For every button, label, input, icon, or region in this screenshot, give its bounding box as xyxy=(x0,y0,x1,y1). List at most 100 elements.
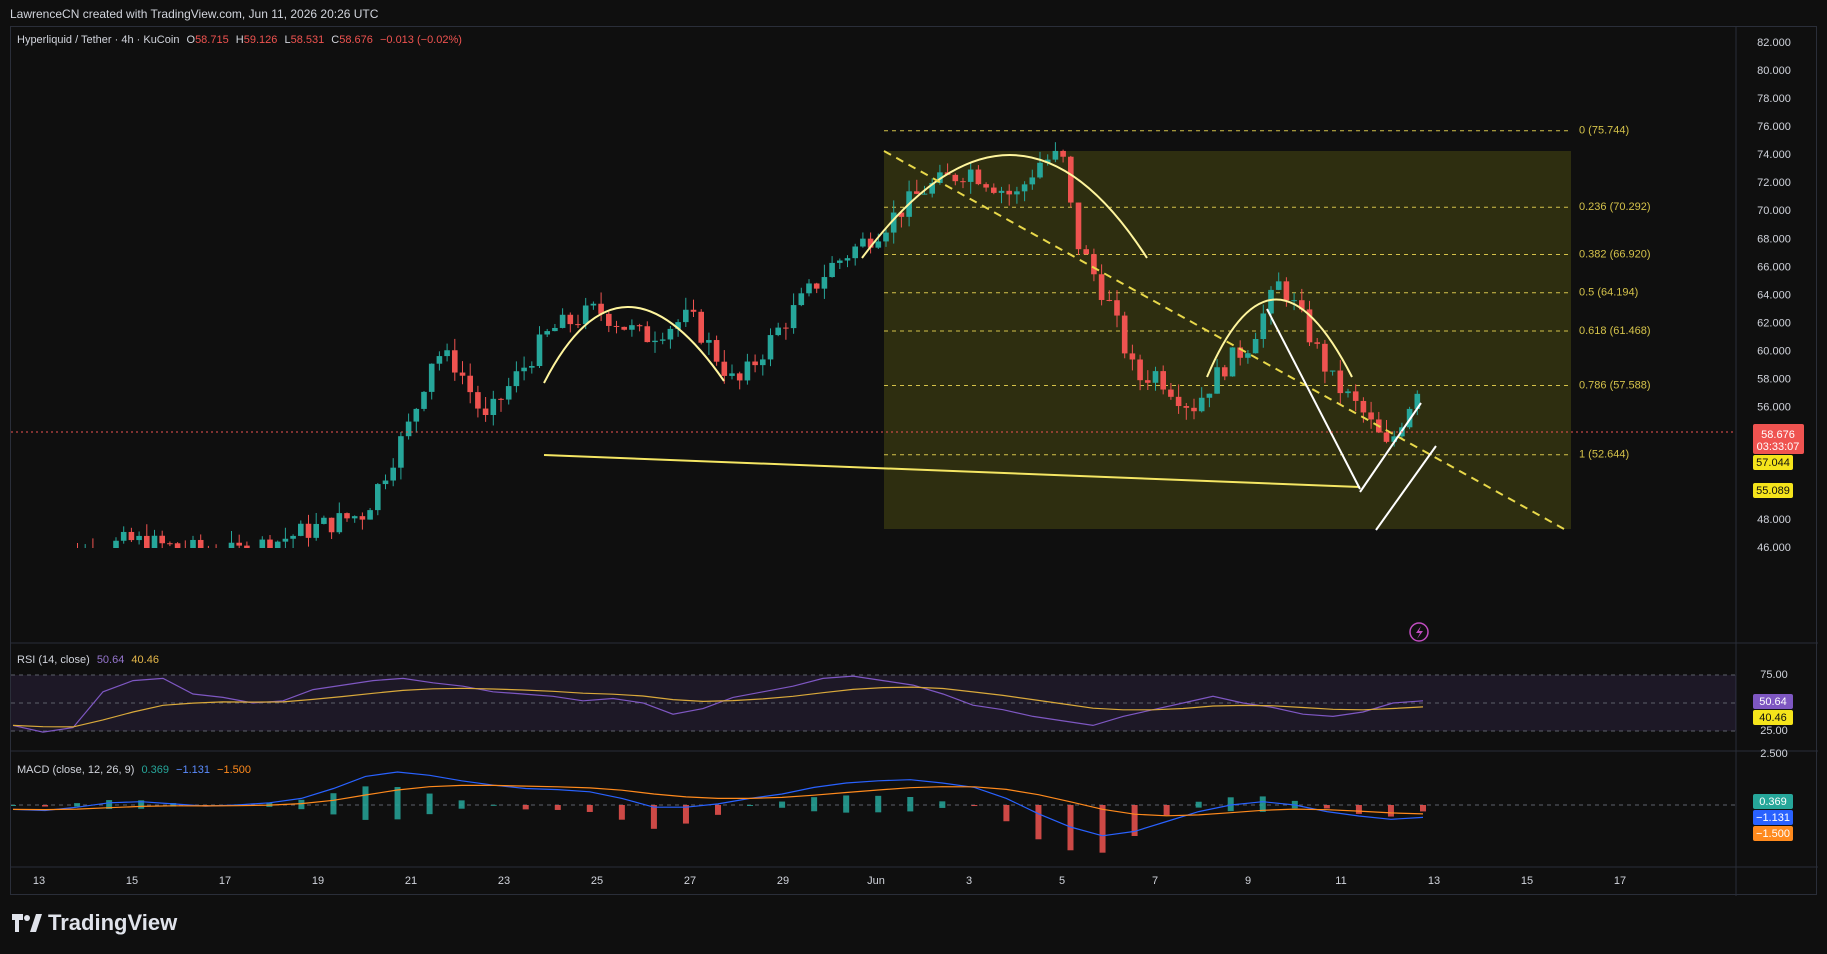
candle-body[interactable] xyxy=(852,246,858,259)
candle-body[interactable] xyxy=(513,371,520,387)
candle-body[interactable] xyxy=(683,309,689,323)
candle-body[interactable] xyxy=(1383,432,1390,442)
candle-body[interactable] xyxy=(921,193,928,195)
candle-body[interactable] xyxy=(760,359,766,366)
candle-body[interactable] xyxy=(197,539,204,548)
candle-body[interactable] xyxy=(1252,339,1259,354)
candle-body[interactable] xyxy=(767,335,774,360)
candle-body[interactable] xyxy=(1137,359,1143,381)
candle-body[interactable] xyxy=(1083,249,1089,255)
candle-body[interactable] xyxy=(1021,184,1028,192)
chart-canvas[interactable]: 82.000 80.000 78.000 76.000 74.000 72.000 70.0… xyxy=(10,27,1818,896)
candle-body[interactable] xyxy=(259,539,266,548)
candle-body[interactable] xyxy=(790,305,797,329)
candle-body[interactable] xyxy=(698,311,704,343)
candle-body[interactable] xyxy=(529,366,535,368)
candle-body[interactable] xyxy=(536,334,543,367)
candle-body[interactable] xyxy=(937,172,943,183)
candle-body[interactable] xyxy=(274,541,281,548)
candle-body[interactable] xyxy=(1191,407,1197,412)
candle-body[interactable] xyxy=(1260,313,1267,340)
candle-body[interactable] xyxy=(867,238,874,248)
candle-body[interactable] xyxy=(967,169,974,182)
candle-body[interactable] xyxy=(136,535,142,541)
candle-body[interactable] xyxy=(1098,274,1105,300)
symbol-legend[interactable]: Hyperliquid / Tether · 4h · KuCoin O58.7… xyxy=(17,34,462,46)
candle-body[interactable] xyxy=(321,517,327,524)
candle-body[interactable] xyxy=(375,484,381,511)
candle-body[interactable] xyxy=(998,190,1005,193)
candle-body[interactable] xyxy=(459,372,466,376)
candle-body[interactable] xyxy=(328,517,335,533)
candle-body[interactable] xyxy=(1114,300,1120,316)
candle-body[interactable] xyxy=(1237,347,1243,358)
price-tag-1[interactable]: 57.044 xyxy=(1753,455,1793,470)
candle-body[interactable] xyxy=(1129,353,1136,360)
candle-body[interactable] xyxy=(1014,191,1020,195)
tradingview-logo[interactable]: TradingView xyxy=(12,910,177,936)
candle-body[interactable] xyxy=(482,408,489,415)
candle-body[interactable] xyxy=(313,523,319,538)
candle-body[interactable] xyxy=(144,535,150,548)
candle-body[interactable] xyxy=(228,542,235,548)
candle-body[interactable] xyxy=(1368,412,1374,420)
rsi-ma-tag[interactable]: 40.46 xyxy=(1753,710,1793,725)
candle-body[interactable] xyxy=(975,169,982,185)
candle-body[interactable] xyxy=(621,326,627,330)
trend-dashed-line[interactable] xyxy=(883,150,1565,530)
candle-body[interactable] xyxy=(667,328,674,340)
candle-body[interactable] xyxy=(659,339,666,341)
candle-body[interactable] xyxy=(636,325,643,327)
candle-body[interactable] xyxy=(336,513,343,533)
chart-frame[interactable]: 82.000 80.000 78.000 76.000 74.000 72.000 70.0… xyxy=(10,26,1818,896)
candle-body[interactable] xyxy=(1283,281,1290,301)
candle-body[interactable] xyxy=(1314,342,1320,344)
candle-body[interactable] xyxy=(1222,367,1228,377)
candle-body[interactable] xyxy=(567,314,574,325)
candle-body[interactable] xyxy=(1152,371,1159,383)
candle-body[interactable] xyxy=(883,232,889,242)
candle-body[interactable] xyxy=(290,535,296,539)
candle-body[interactable] xyxy=(860,238,866,247)
candle-body[interactable] xyxy=(544,331,550,335)
macd-legend[interactable]: MACD (close, 12, 26, 9) 0.369 −1.131 −1.… xyxy=(17,764,251,776)
candle-body[interactable] xyxy=(1106,299,1113,301)
candle-body[interactable] xyxy=(1091,254,1097,275)
channel-upper-line[interactable] xyxy=(1359,402,1422,493)
candle-body[interactable] xyxy=(1145,380,1151,383)
candle-body[interactable] xyxy=(159,535,165,544)
candle-body[interactable] xyxy=(382,480,389,485)
candle-body[interactable] xyxy=(1037,162,1043,178)
candle-body[interactable] xyxy=(428,363,435,392)
candle-body[interactable] xyxy=(890,212,897,233)
candle-body[interactable] xyxy=(721,361,728,376)
candle-body[interactable] xyxy=(1299,300,1305,310)
candle-body[interactable] xyxy=(806,283,812,294)
price-tag-2[interactable]: 55.089 xyxy=(1753,483,1793,498)
candle-body[interactable] xyxy=(1052,150,1059,160)
candle-body[interactable] xyxy=(1175,396,1182,407)
candle-body[interactable] xyxy=(151,535,158,548)
candle-body[interactable] xyxy=(582,305,589,325)
candle-body[interactable] xyxy=(729,373,735,376)
candle-body[interactable] xyxy=(960,181,966,183)
candle-body[interactable] xyxy=(983,184,989,188)
candle-body[interactable] xyxy=(736,373,743,381)
candle-body[interactable] xyxy=(952,174,959,182)
candle-body[interactable] xyxy=(844,258,851,261)
candle-body[interactable] xyxy=(120,531,127,541)
rsi-ma-line[interactable] xyxy=(12,686,1424,728)
candle-body[interactable] xyxy=(236,542,242,546)
candle-body[interactable] xyxy=(837,260,843,263)
candle-body[interactable] xyxy=(398,436,404,468)
candle-body[interactable] xyxy=(452,350,458,373)
candle-body[interactable] xyxy=(1006,190,1012,195)
candle-body[interactable] xyxy=(690,309,697,312)
candle-body[interactable] xyxy=(1214,367,1220,394)
candle-body[interactable] xyxy=(1391,436,1397,442)
candle-body[interactable] xyxy=(298,523,304,536)
neckline[interactable] xyxy=(543,454,1361,488)
candle-body[interactable] xyxy=(1245,353,1251,358)
candle-body[interactable] xyxy=(405,421,412,437)
candle-body[interactable] xyxy=(1360,400,1367,413)
